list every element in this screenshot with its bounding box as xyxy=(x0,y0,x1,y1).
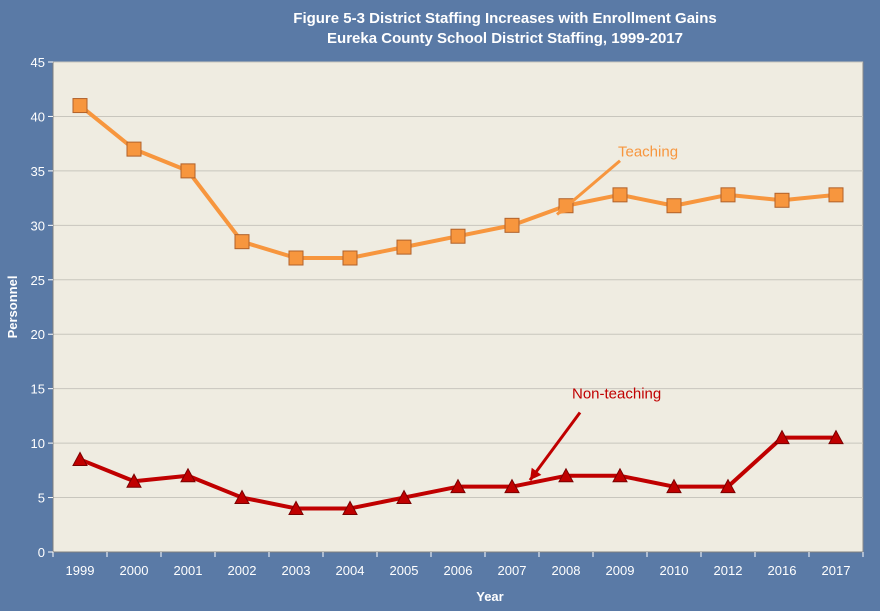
x-tick-label: 2005 xyxy=(390,563,419,578)
data-point xyxy=(180,163,196,179)
annotation-nonteaching-label: Non-teaching xyxy=(572,385,661,402)
y-tick-label: 20 xyxy=(31,327,45,342)
x-tick-label: 2016 xyxy=(768,563,797,578)
annotation-teaching-label: Teaching xyxy=(618,144,678,161)
data-point xyxy=(504,217,520,233)
data-point xyxy=(126,473,142,488)
x-tick-label: 2007 xyxy=(498,563,527,578)
data-point xyxy=(234,234,250,250)
x-tick-label: 1999 xyxy=(66,563,95,578)
data-point xyxy=(774,429,790,445)
y-tick-label: 45 xyxy=(31,55,45,70)
data-point xyxy=(450,228,466,244)
annotation-nonteaching-arrowhead xyxy=(530,467,542,481)
annotations: Teaching Non-teaching xyxy=(528,144,678,482)
annotation-teaching-arrowhead xyxy=(557,202,570,215)
x-axis-label: Year xyxy=(476,589,503,604)
annotation-teaching-arrow xyxy=(556,159,621,216)
y-tick-label: 10 xyxy=(31,436,45,451)
y-tick-label: 30 xyxy=(31,218,45,233)
series-non-teaching xyxy=(72,429,844,515)
data-point xyxy=(612,187,628,203)
y-tick-label: 0 xyxy=(38,545,45,560)
data-point xyxy=(342,500,358,515)
axes xyxy=(52,62,863,553)
x-tick-label: 2000 xyxy=(120,563,149,578)
data-point xyxy=(288,250,304,266)
y-tick-label: 5 xyxy=(38,491,45,506)
data-point xyxy=(504,478,520,494)
x-tick-label: 2012 xyxy=(714,563,743,578)
data-point xyxy=(612,467,628,483)
x-tick-label: 2017 xyxy=(822,563,851,578)
data-point xyxy=(666,478,682,494)
x-tick-label: 2002 xyxy=(228,563,257,578)
data-point xyxy=(234,489,250,505)
y-tick-label: 40 xyxy=(31,109,45,124)
data-point xyxy=(774,192,790,208)
data-point xyxy=(126,141,142,157)
data-point xyxy=(828,429,844,445)
gridlines xyxy=(53,61,863,499)
x-tick-label: 2010 xyxy=(660,563,689,578)
data-point xyxy=(72,451,88,466)
x-tick-label: 2006 xyxy=(444,563,473,578)
x-tick-labels: 1999 2000 2001 2002 2003 2004 2005 2006 2007 2008… xyxy=(52,552,864,578)
data-point xyxy=(720,187,736,203)
data-point xyxy=(180,467,196,483)
x-tick-label: 2003 xyxy=(282,563,311,578)
y-tick-label: 25 xyxy=(31,273,45,288)
data-point xyxy=(666,198,682,214)
data-point xyxy=(828,187,844,203)
data-point xyxy=(342,250,358,266)
y-tick-label: 35 xyxy=(31,164,45,179)
y-tick-label: 15 xyxy=(31,382,45,397)
data-point xyxy=(288,500,304,515)
data-point xyxy=(396,489,412,505)
chart-title: Figure 5-3 District Staffing Increases w… xyxy=(293,10,716,27)
chart-subtitle: Eureka County School District Staffing, … xyxy=(327,30,683,47)
y-axis-label: Personnel xyxy=(5,276,20,339)
x-tick-label: 2009 xyxy=(606,563,635,578)
y-tick-labels: 0 5 10 15 20 25 30 35 40 45 xyxy=(31,55,53,560)
data-point xyxy=(72,98,88,114)
annotation-nonteaching-arrow xyxy=(528,411,582,482)
x-tick-label: 2008 xyxy=(552,563,581,578)
x-tick-label: 2001 xyxy=(174,563,203,578)
data-point xyxy=(720,478,736,494)
data-point xyxy=(450,478,466,494)
data-point xyxy=(396,239,412,255)
x-tick-label: 2004 xyxy=(336,563,365,578)
data-point xyxy=(558,467,574,483)
